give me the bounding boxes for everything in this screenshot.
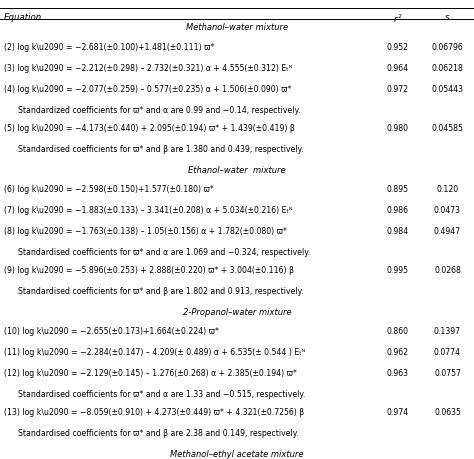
Text: 0.06218: 0.06218 xyxy=(431,64,464,73)
Text: Standardized coefficients for ϖ* and α are 0.99 and −0.14, respectively.: Standardized coefficients for ϖ* and α a… xyxy=(18,105,301,114)
Text: 0.0473: 0.0473 xyxy=(434,206,461,214)
Text: Standardised coefficients for ϖ* and α are 1.33 and −0.515, respectively.: Standardised coefficients for ϖ* and α a… xyxy=(18,389,305,398)
Text: (9) log k\u2090 = −5.896(±0.253) + 2.888(±0.220) ϖ* + 3.004(±0.116) β: (9) log k\u2090 = −5.896(±0.253) + 2.888… xyxy=(4,265,294,274)
Text: Equation: Equation xyxy=(4,13,42,22)
Text: 0.972: 0.972 xyxy=(386,84,408,94)
Text: (6) log k\u2090 = −2.598(±0.150)+1.577(±0.180) ϖ*: (6) log k\u2090 = −2.598(±0.150)+1.577(±… xyxy=(4,185,214,194)
Text: Standardised coefficients for ϖ* and β are 1.380 and 0.439, respectively.: Standardised coefficients for ϖ* and β a… xyxy=(18,145,304,154)
Text: 0.963: 0.963 xyxy=(386,368,408,377)
Text: (13) log k\u2090 = −8.059(±0.910) + 4.273(±0.449) ϖ* + 4.321(±0.7256) β: (13) log k\u2090 = −8.059(±0.910) + 4.27… xyxy=(4,408,304,416)
Text: 0.986: 0.986 xyxy=(386,206,408,214)
Text: 2-Propanol–water mixture: 2-Propanol–water mixture xyxy=(182,307,292,316)
Text: 0.952: 0.952 xyxy=(386,43,408,52)
Text: 0.895: 0.895 xyxy=(386,185,408,194)
Text: 0.4947: 0.4947 xyxy=(434,226,461,235)
Text: (3) log k\u2090 = −2.212(±0.298) – 2.732(±0.321) α + 4.555(±0.312) Eₜᴺ: (3) log k\u2090 = −2.212(±0.298) – 2.732… xyxy=(4,64,292,73)
Text: Standardised coefficients for ϖ* and β are 1.802 and 0.913, respectively.: Standardised coefficients for ϖ* and β a… xyxy=(18,286,304,296)
Text: 0.0757: 0.0757 xyxy=(434,368,461,377)
Text: 0.1397: 0.1397 xyxy=(434,326,461,336)
Text: Methanol–water mixture: Methanol–water mixture xyxy=(186,23,288,33)
Text: (8) log k\u2090 = −1.763(±0.138) – 1.05(±0.156) α + 1.782(±0.080) ϖ*: (8) log k\u2090 = −1.763(±0.138) – 1.05(… xyxy=(4,226,287,235)
Text: 0.974: 0.974 xyxy=(386,408,408,416)
Text: 0.995: 0.995 xyxy=(386,265,408,274)
Text: $s$: $s$ xyxy=(444,13,451,22)
Text: 0.05443: 0.05443 xyxy=(431,84,464,94)
Text: Ethanol–water  mixture: Ethanol–water mixture xyxy=(188,165,286,174)
Text: Standardised coefficients for ϖ* and β are 2.38 and 0.149, respectively.: Standardised coefficients for ϖ* and β a… xyxy=(18,428,299,437)
Text: (12) log k\u2090 = −2.129(±0.145) – 1.276(±0.268) α + 2.385(±0.194) ϖ*: (12) log k\u2090 = −2.129(±0.145) – 1.27… xyxy=(4,368,297,377)
Text: 0.04585: 0.04585 xyxy=(431,124,464,133)
Text: (2) log k\u2090 = −2.681(±0.100)+1.481(±0.111) ϖ*: (2) log k\u2090 = −2.681(±0.100)+1.481(±… xyxy=(4,43,214,52)
Text: 0.0774: 0.0774 xyxy=(434,347,461,356)
Text: (5) log k\u2090 = −4.173(±0.440) + 2.095(±0.194) ϖ* + 1.439(±0.419) β: (5) log k\u2090 = −4.173(±0.440) + 2.095… xyxy=(4,124,294,133)
Text: 0.06796: 0.06796 xyxy=(432,43,463,52)
Text: 0.980: 0.980 xyxy=(386,124,408,133)
Text: $r^{2}$: $r^{2}$ xyxy=(392,13,402,25)
Text: 0.964: 0.964 xyxy=(386,64,408,73)
Text: Methanol–ethyl acetate mixture: Methanol–ethyl acetate mixture xyxy=(170,449,304,458)
Text: (4) log k\u2090 = −2.077(±0.259) – 0.577(±0.235) α + 1.506(±0.090) ϖ*: (4) log k\u2090 = −2.077(±0.259) – 0.577… xyxy=(4,84,291,94)
Text: 0.120: 0.120 xyxy=(437,185,458,194)
Text: (10) log k\u2090 = −2.655(±0.173)+1.664(±0.224) ϖ*: (10) log k\u2090 = −2.655(±0.173)+1.664(… xyxy=(4,326,219,336)
Text: (7) log k\u2090 = −1.883(±0.133) – 3.341(±0.208) α + 5.034(±0.216) Eₜᴺ: (7) log k\u2090 = −1.883(±0.133) – 3.341… xyxy=(4,206,292,214)
Text: 0.0635: 0.0635 xyxy=(434,408,461,416)
Text: (11) log k\u2090 = −2.284(±0.147) – 4.209(± 0.489) α + 6.535(± 0.544 ) Eₜᴺ: (11) log k\u2090 = −2.284(±0.147) – 4.20… xyxy=(4,347,305,356)
Text: 0.962: 0.962 xyxy=(386,347,408,356)
Text: 0.984: 0.984 xyxy=(386,226,408,235)
Text: 0.860: 0.860 xyxy=(386,326,408,336)
Text: Standardised coefficients for ϖ* and α are 1.069 and −0.324, respectively.: Standardised coefficients for ϖ* and α a… xyxy=(18,247,310,256)
Text: 0.0268: 0.0268 xyxy=(434,265,461,274)
